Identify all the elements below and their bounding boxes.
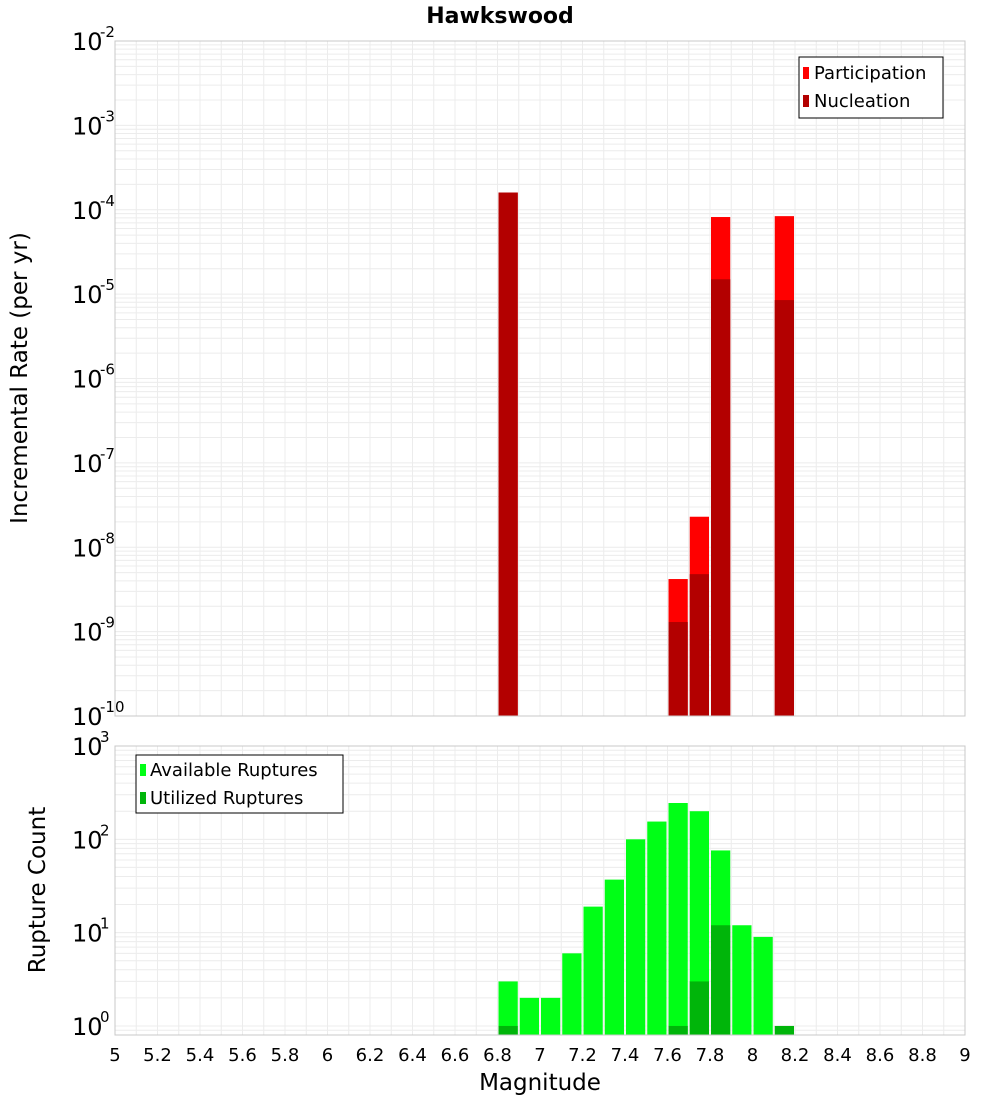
bottom-y-tick-label: 10 bbox=[72, 826, 103, 854]
top-y-tick-labels: 10-210-310-410-510-610-710-810-910-10 bbox=[72, 23, 125, 731]
x-tick-label: 5 bbox=[109, 1045, 120, 1066]
top-panel: 10-210-310-410-510-610-710-810-910-10 In… bbox=[7, 23, 966, 731]
top-y-tick-exponent: -5 bbox=[100, 276, 115, 294]
bottom-bar-utilized-ruptures bbox=[774, 1025, 794, 1035]
bottom-plot-frame bbox=[114, 745, 966, 1036]
top-y-axis-label: Incremental Rate (per yr) bbox=[7, 232, 33, 524]
bottom-bar-available-ruptures bbox=[647, 821, 667, 1035]
chart-title: Hawkswood bbox=[426, 4, 574, 29]
legend-available-label: Available Ruptures bbox=[150, 760, 318, 781]
bottom-y-tick-exponent: 0 bbox=[100, 1008, 110, 1026]
x-tick-label: 5.6 bbox=[228, 1045, 257, 1066]
bottom-y-tick-exponent: 3 bbox=[100, 728, 110, 746]
bottom-gridlines bbox=[114, 745, 966, 1036]
x-tick-label: 7.6 bbox=[653, 1045, 682, 1066]
bottom-legend: Available Ruptures Utilized Ruptures bbox=[135, 754, 344, 814]
bottom-bars bbox=[498, 803, 794, 1035]
top-y-tick-label: 10 bbox=[72, 112, 103, 140]
x-tick-label: 6.4 bbox=[398, 1045, 427, 1066]
bottom-bar-available-ruptures bbox=[626, 839, 646, 1035]
top-bar-nucleation bbox=[774, 300, 794, 716]
legend-participation-label: Participation bbox=[814, 63, 926, 84]
top-y-tick-label: 10 bbox=[72, 450, 103, 478]
top-bar-nucleation bbox=[498, 192, 518, 717]
legend-utilized-label: Utilized Ruptures bbox=[150, 788, 303, 809]
bottom-bar-available-ruptures bbox=[562, 953, 582, 1035]
bottom-bar-utilized-ruptures bbox=[689, 981, 709, 1035]
bottom-y-tick-exponent: 1 bbox=[100, 915, 110, 933]
x-tick-label: 8.2 bbox=[781, 1045, 810, 1066]
x-tick-label: 7.8 bbox=[696, 1045, 725, 1066]
legend-nucleation-label: Nucleation bbox=[814, 91, 910, 112]
x-tick-label: 6.6 bbox=[441, 1045, 470, 1066]
top-plot-frame bbox=[114, 40, 966, 717]
legend-nucleation-swatch bbox=[803, 95, 809, 107]
bottom-bar-available-ruptures bbox=[541, 997, 561, 1035]
x-tick-label: 6.2 bbox=[356, 1045, 385, 1066]
bottom-y-tick-label: 10 bbox=[72, 1013, 103, 1041]
bottom-y-axis-label: Rupture Count bbox=[25, 807, 51, 973]
bottom-bar-available-ruptures bbox=[668, 803, 688, 1035]
top-y-tick-exponent: -6 bbox=[100, 361, 115, 379]
bottom-bar-available-ruptures bbox=[519, 997, 539, 1035]
x-tick-label: 6 bbox=[322, 1045, 333, 1066]
x-tick-label: 7 bbox=[534, 1045, 545, 1066]
top-y-tick-label: 10 bbox=[72, 619, 103, 647]
x-tick-label: 5.2 bbox=[143, 1045, 172, 1066]
x-axis-label: Magnitude bbox=[479, 1070, 601, 1096]
top-y-tick-exponent: -8 bbox=[100, 529, 115, 547]
x-tick-labels: 5 5.2 5.4 5.6 5.8 6 6.2 6.4 6.6 6.8 7 7.2 7.4 7.6 7.8 8… bbox=[109, 1045, 970, 1066]
top-legend-box bbox=[798, 56, 944, 119]
bottom-bar-utilized-ruptures bbox=[668, 1025, 688, 1035]
bottom-y-tick-label: 10 bbox=[72, 733, 103, 761]
x-tick-label: 7.2 bbox=[568, 1045, 597, 1066]
legend-participation-swatch bbox=[803, 67, 809, 79]
x-tick-label: 8.6 bbox=[866, 1045, 895, 1066]
x-tick-label: 8.8 bbox=[908, 1045, 937, 1066]
bottom-bar-available-ruptures bbox=[753, 936, 773, 1035]
top-y-tick-exponent: -10 bbox=[100, 698, 125, 716]
bottom-bar-available-ruptures bbox=[604, 879, 624, 1035]
top-gridlines bbox=[114, 40, 966, 717]
top-y-tick-exponent: -2 bbox=[100, 23, 115, 41]
x-tick-label: 8 bbox=[747, 1045, 758, 1066]
x-tick-label: 5.8 bbox=[271, 1045, 300, 1066]
x-tick-label: 7.4 bbox=[611, 1045, 640, 1066]
top-bars bbox=[498, 192, 794, 717]
x-tick-label: 8.4 bbox=[823, 1045, 852, 1066]
top-y-tick-label: 10 bbox=[72, 28, 103, 56]
top-y-tick-exponent: -9 bbox=[100, 614, 115, 632]
top-y-tick-label: 10 bbox=[72, 281, 103, 309]
top-bar-nucleation bbox=[668, 622, 688, 716]
bottom-bar-available-ruptures bbox=[583, 906, 603, 1035]
top-y-tick-exponent: -4 bbox=[100, 192, 115, 210]
legend-utilized-swatch bbox=[140, 792, 146, 804]
top-bar-nucleation bbox=[711, 279, 731, 716]
bottom-y-tick-label: 10 bbox=[72, 920, 103, 948]
top-y-tick-label: 10 bbox=[72, 366, 103, 394]
top-y-tick-label: 10 bbox=[72, 534, 103, 562]
top-y-tick-label: 10 bbox=[72, 703, 103, 731]
top-bar-nucleation bbox=[689, 574, 709, 716]
bottom-bar-available-ruptures bbox=[689, 811, 709, 1035]
top-y-tick-exponent: -7 bbox=[100, 445, 115, 463]
top-y-tick-exponent: -3 bbox=[100, 107, 115, 125]
x-tick-label: 5.4 bbox=[186, 1045, 215, 1066]
legend-available-swatch bbox=[140, 764, 146, 776]
top-legend: Participation Nucleation bbox=[798, 56, 944, 119]
x-tick-label: 9 bbox=[959, 1045, 970, 1066]
bottom-legend-box bbox=[135, 754, 344, 814]
bottom-bar-available-ruptures bbox=[732, 925, 752, 1035]
x-tick-label: 6.8 bbox=[483, 1045, 512, 1066]
top-y-tick-label: 10 bbox=[72, 197, 103, 225]
bottom-bar-utilized-ruptures bbox=[711, 925, 731, 1035]
bottom-y-tick-exponent: 2 bbox=[100, 821, 110, 839]
bottom-bar-utilized-ruptures bbox=[498, 1025, 518, 1035]
bottom-bar-available-ruptures bbox=[498, 981, 518, 1035]
